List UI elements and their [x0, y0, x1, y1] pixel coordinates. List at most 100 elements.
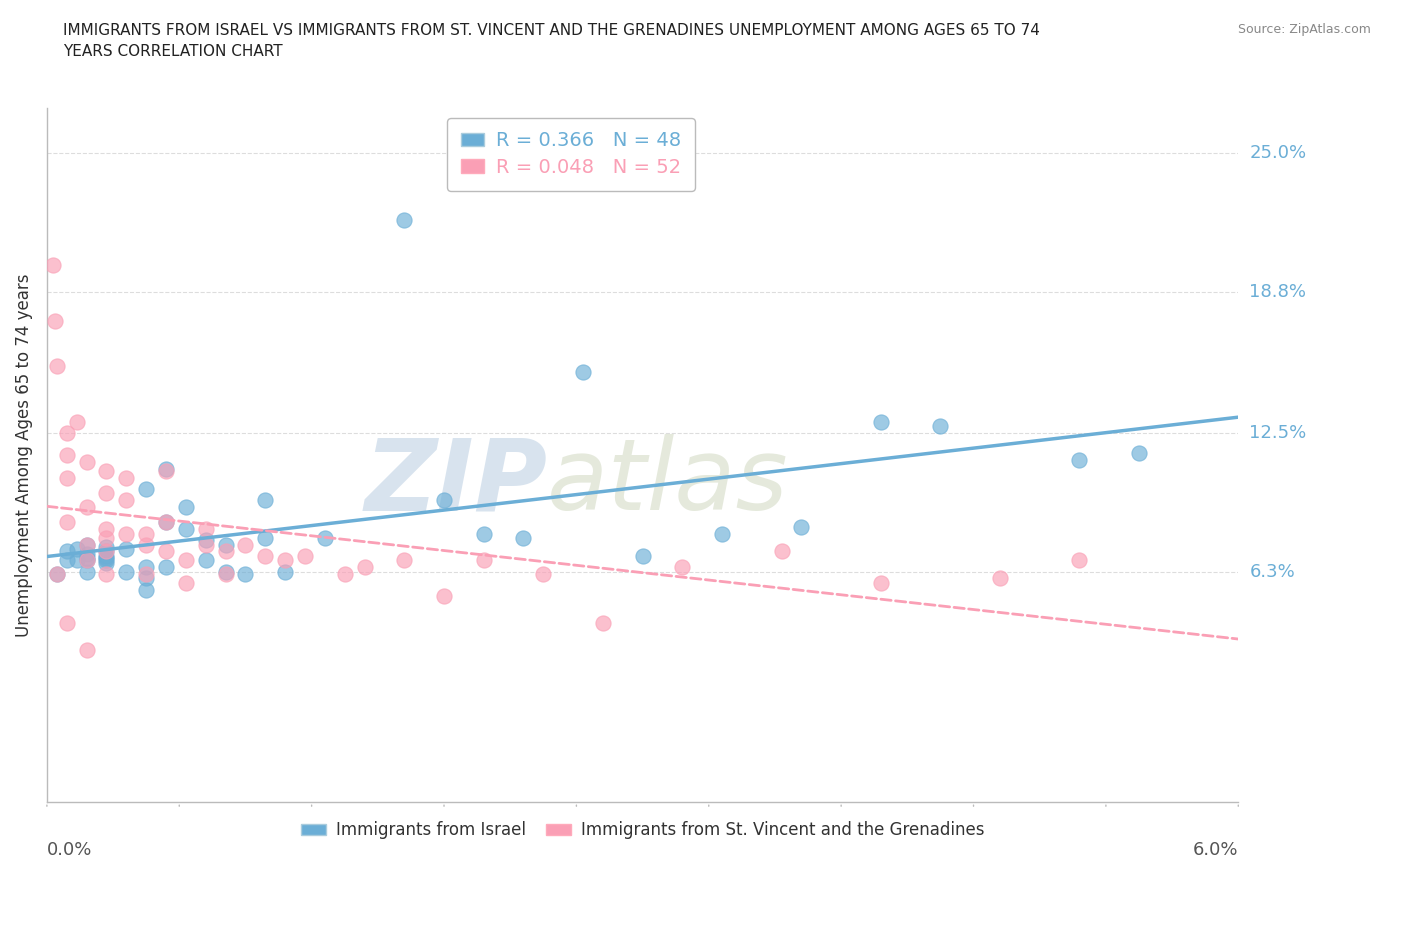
Point [433, 589, 456, 604]
Point [790, 519, 813, 534]
Point [135, 482, 157, 497]
Point [66, 414, 89, 429]
Point [194, 522, 217, 537]
Text: 25.0%: 25.0% [1250, 144, 1306, 162]
Point [96, 544, 118, 559]
Point [96, 539, 118, 554]
Point [929, 418, 952, 433]
Point [174, 553, 197, 568]
Point [1069, 553, 1091, 568]
Point [870, 414, 893, 429]
Point [115, 542, 138, 557]
Point [1128, 445, 1150, 460]
Point [174, 576, 197, 591]
Point [96, 549, 118, 564]
Text: IMMIGRANTS FROM ISRAEL VS IMMIGRANTS FROM ST. VINCENT AND THE GRENADINES UNEMPLO: IMMIGRANTS FROM ISRAEL VS IMMIGRANTS FRO… [63, 23, 1040, 60]
Point [96, 553, 118, 568]
Point [155, 515, 177, 530]
Point [45, 358, 67, 373]
Point [45, 566, 67, 581]
Point [988, 571, 1011, 586]
Point [55, 515, 77, 530]
Point [631, 549, 654, 564]
Point [55, 553, 77, 568]
Y-axis label: Unemployment Among Ages 65 to 74 years: Unemployment Among Ages 65 to 74 years [15, 273, 32, 637]
Point [254, 493, 277, 508]
Point [76, 538, 98, 552]
Point [115, 526, 138, 541]
Point [55, 447, 77, 462]
Point [214, 565, 236, 579]
Point [394, 553, 416, 568]
Point [135, 582, 157, 597]
Point [135, 526, 157, 541]
Point [294, 549, 316, 564]
Point [711, 526, 734, 541]
Point [115, 565, 138, 579]
Point [472, 553, 495, 568]
Point [135, 560, 157, 575]
Point [512, 531, 534, 546]
Point [592, 616, 614, 631]
Point [394, 213, 416, 228]
Point [76, 553, 98, 568]
Text: 0.0%: 0.0% [46, 842, 93, 859]
Point [174, 522, 197, 537]
Text: 18.8%: 18.8% [1250, 283, 1306, 300]
Point [96, 531, 118, 546]
Point [254, 549, 277, 564]
Point [55, 544, 77, 559]
Point [45, 566, 67, 581]
Point [135, 566, 157, 581]
Point [76, 499, 98, 514]
Point [214, 544, 236, 559]
Point [76, 553, 98, 568]
Point [671, 560, 693, 575]
Point [96, 551, 118, 565]
Point [96, 485, 118, 500]
Text: atlas: atlas [547, 434, 789, 531]
Point [76, 643, 98, 658]
Point [274, 565, 297, 579]
Point [155, 463, 177, 478]
Point [333, 566, 356, 581]
Point [96, 544, 118, 559]
Point [115, 470, 138, 485]
Point [96, 555, 118, 570]
Point [66, 553, 89, 568]
Point [353, 560, 375, 575]
Point [314, 531, 336, 546]
Text: 6.0%: 6.0% [1192, 842, 1239, 859]
Text: Source: ZipAtlas.com: Source: ZipAtlas.com [1237, 23, 1371, 36]
Point [76, 546, 98, 561]
Point [531, 566, 554, 581]
Point [235, 566, 257, 581]
Point [174, 499, 197, 514]
Text: 6.3%: 6.3% [1250, 563, 1295, 580]
Point [274, 553, 297, 568]
Point [76, 455, 98, 470]
Point [96, 522, 118, 537]
Point [472, 526, 495, 541]
Point [55, 470, 77, 485]
Point [66, 542, 89, 557]
Text: 12.5%: 12.5% [1250, 424, 1306, 442]
Point [155, 515, 177, 530]
Point [870, 576, 893, 591]
Point [194, 553, 217, 568]
Point [42, 258, 65, 272]
Text: ZIP: ZIP [364, 434, 547, 531]
Point [55, 616, 77, 631]
Point [572, 365, 595, 379]
Point [76, 565, 98, 579]
Point [155, 461, 177, 476]
Point [44, 313, 66, 328]
Point [235, 538, 257, 552]
Point [55, 425, 77, 440]
Point [214, 566, 236, 581]
Point [155, 560, 177, 575]
Point [194, 533, 217, 548]
Point [76, 551, 98, 565]
Point [433, 493, 456, 508]
Point [770, 544, 793, 559]
